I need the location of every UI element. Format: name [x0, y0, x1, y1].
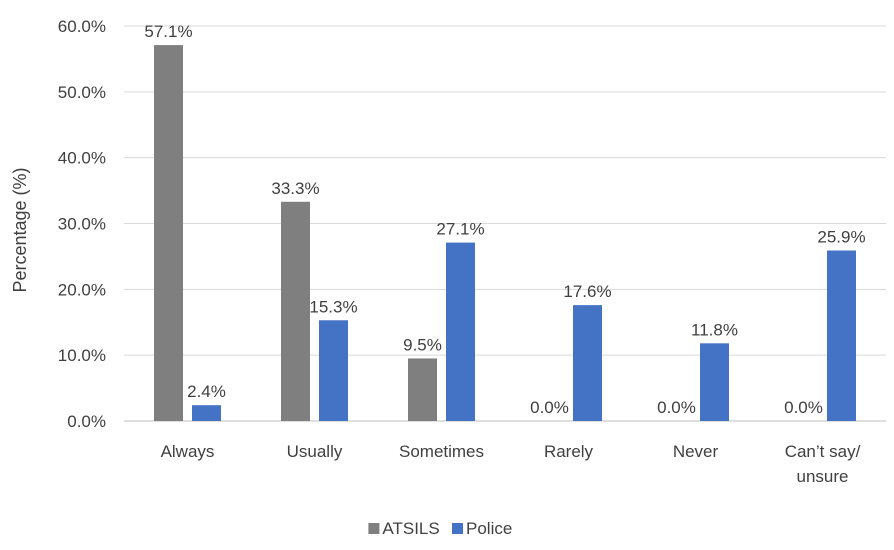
data-label-atsils-1: 33.3%: [271, 179, 319, 198]
data-label-atsils-5: 0.0%: [784, 398, 823, 417]
y-tick-label: 40.0%: [58, 149, 106, 168]
x-tick-label-line: Always: [161, 442, 215, 461]
x-tick-label-line: Rarely: [544, 442, 594, 461]
x-tick-label-line: unsure: [797, 467, 849, 486]
x-tick-label: Always: [161, 442, 215, 461]
legend-swatch-atsils: [368, 523, 380, 534]
data-label-police-2: 27.1%: [436, 220, 484, 239]
y-tick-label: 30.0%: [58, 215, 106, 234]
data-label-police-4: 11.8%: [691, 320, 738, 339]
y-axis: 0.0% 10.0% 20.0% 30.0% 40.0% 50.0% 60.0%: [58, 17, 106, 431]
x-tick-label-line: Sometimes: [399, 442, 484, 461]
data-label-police-1: 15.3%: [309, 297, 357, 316]
data-label-atsils-4: 0.0%: [657, 398, 696, 417]
y-tick-label: 60.0%: [58, 17, 106, 36]
bar-police-0: [192, 405, 221, 421]
bars: [154, 45, 856, 421]
bar-police-3: [573, 305, 602, 421]
y-tick-label: 20.0%: [58, 280, 106, 299]
y-tick-label: 10.0%: [58, 346, 106, 365]
x-tick-label-line: Usually: [287, 442, 343, 461]
legend-label-police: Police: [466, 519, 512, 538]
x-tick-label-line: Can’t say/: [785, 442, 861, 461]
bar-police-5: [827, 250, 856, 421]
x-axis: Always Usually Sometimes Rarely Never Can’t s…: [161, 442, 861, 486]
x-tick-label: Never: [673, 442, 719, 461]
data-label-police-0: 2.4%: [187, 382, 226, 401]
data-label-atsils-2: 9.5%: [403, 335, 442, 354]
gridlines: [124, 25, 886, 422]
bar-atsils-2: [408, 358, 437, 421]
x-tick-label: Sometimes: [399, 442, 484, 461]
x-tick-label: Rarely: [544, 442, 594, 461]
bar-police-4: [700, 343, 729, 421]
legend: ATSILS Police: [368, 519, 512, 538]
data-label-police-3: 17.6%: [563, 282, 611, 301]
x-tick-label: Usually: [287, 442, 343, 461]
y-axis-title: Percentage (%): [10, 167, 30, 292]
bar-atsils-1: [281, 201, 310, 421]
y-tick-label: 50.0%: [58, 83, 106, 102]
x-tick-label-line: Never: [673, 442, 719, 461]
data-label-atsils-3: 0.0%: [530, 398, 569, 417]
data-labels: 57.1% 2.4% 33.3% 15.3% 9.5% 27.1% 0.0% 17.6% 0.0…: [144, 22, 865, 417]
legend-swatch-police: [452, 523, 463, 534]
data-label-atsils-0: 57.1%: [144, 22, 192, 41]
x-tick-label: Can’t say/unsure: [785, 442, 861, 486]
y-tick-label: 0.0%: [67, 412, 106, 431]
legend-label-atsils: ATSILS: [382, 519, 439, 538]
bar-police-1: [319, 320, 348, 421]
bar-atsils-0: [154, 45, 183, 421]
data-label-police-5: 25.9%: [817, 227, 865, 246]
bar-police-2: [446, 242, 475, 421]
